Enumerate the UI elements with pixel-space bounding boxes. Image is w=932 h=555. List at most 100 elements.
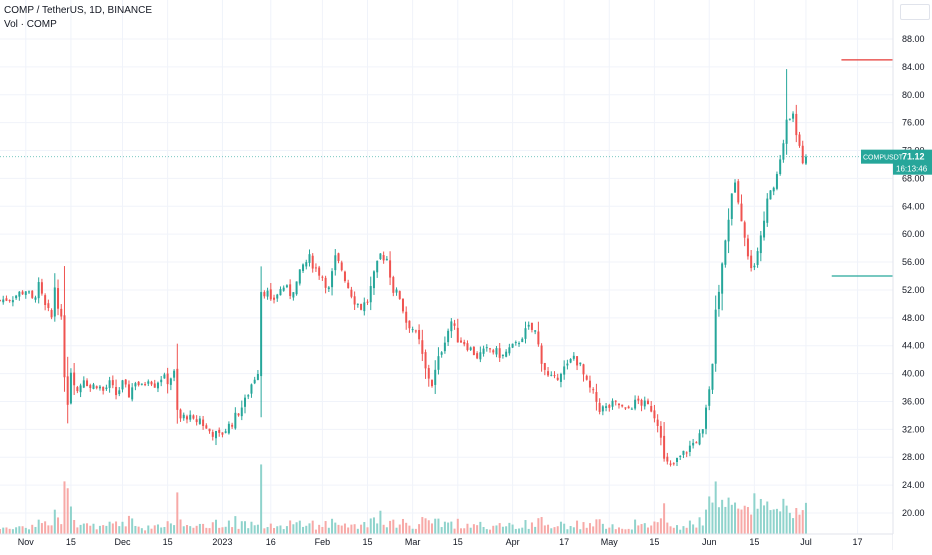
volume-bar	[792, 518, 795, 534]
volume-bar	[214, 519, 217, 534]
time-tick-label: Dec	[114, 537, 131, 547]
volume-bar	[153, 525, 156, 534]
volume-bar	[798, 514, 801, 534]
time-tick-label: Feb	[315, 537, 331, 547]
volume-bar	[98, 525, 101, 534]
candle-body	[205, 425, 208, 429]
volume-bar	[79, 524, 82, 534]
candle-body	[347, 282, 350, 289]
price-tick-label: 80.00	[902, 90, 925, 100]
volume-bar	[289, 520, 292, 534]
candle-body	[750, 255, 753, 269]
volume-bar	[711, 502, 714, 534]
candle-body	[463, 342, 466, 345]
volume-bar	[144, 530, 147, 534]
volume-bar	[37, 519, 40, 534]
candle-body	[173, 370, 176, 378]
volume-bar	[282, 529, 285, 534]
candle-body	[305, 262, 308, 267]
volume-bar	[753, 493, 756, 534]
volume-bar	[15, 527, 18, 534]
candle-body	[524, 328, 527, 339]
volume-bar	[279, 525, 282, 534]
candle-body	[592, 389, 595, 391]
volume-bar	[302, 526, 305, 534]
candle-body	[189, 414, 192, 420]
candle-body	[430, 380, 433, 387]
volume-bar	[182, 526, 185, 534]
price-tick-label: 88.00	[902, 34, 925, 44]
candle-body	[298, 269, 301, 284]
time-axis[interactable]: Nov 15 Dec 15 2023 16 Feb 15 Mar 15 Apr 17 May 15 Jun 1…	[0, 533, 893, 547]
price-axis[interactable]: 20.00 24.00 28.00 32.00 36.00 40.00 44.00 48.00…	[892, 0, 925, 550]
volume-bar	[0, 529, 1, 534]
candle-body	[5, 298, 8, 301]
volume-indicator-label[interactable]: Vol · COMP	[4, 19, 57, 30]
volume-bar	[750, 514, 753, 534]
candle-body	[485, 347, 488, 349]
candle-body	[775, 174, 778, 189]
volume-bar	[643, 523, 646, 534]
candle-body	[15, 295, 18, 299]
candle-body	[163, 374, 166, 379]
candle-body	[701, 429, 704, 434]
volume-bar	[740, 509, 743, 534]
volume-bar	[476, 525, 479, 534]
volume-bar	[111, 523, 114, 534]
volume-bar	[582, 522, 585, 534]
volume-bar	[485, 529, 488, 534]
volume-bar	[44, 521, 47, 534]
candle-body	[134, 383, 137, 387]
candle-body	[611, 400, 614, 407]
candle-body	[572, 355, 575, 359]
candle-body	[121, 380, 124, 390]
candle-body	[579, 362, 582, 365]
volume-bar	[676, 525, 679, 534]
volume-bar	[663, 503, 666, 534]
candle-body	[28, 291, 31, 293]
volume-bar	[414, 528, 417, 534]
candle-body	[92, 384, 95, 389]
candle-body	[111, 380, 114, 386]
candle-body	[763, 220, 766, 238]
volume-bar	[147, 525, 150, 534]
volume-bar	[334, 522, 337, 534]
volume-bar	[775, 508, 778, 534]
candle-body	[756, 251, 759, 265]
candle-body	[411, 329, 414, 331]
volume-bar	[353, 524, 356, 534]
candle-body	[679, 455, 682, 457]
candle-body	[147, 381, 150, 384]
candle-body	[273, 297, 276, 300]
candle-body	[282, 287, 285, 291]
volume-bar	[518, 528, 521, 534]
volume-bar	[115, 521, 118, 534]
volume-bar	[343, 523, 346, 534]
volume-bar	[682, 526, 685, 534]
candle-body	[311, 255, 314, 269]
candle-body	[195, 419, 198, 423]
volume-bar	[269, 523, 272, 534]
candle-body	[692, 442, 695, 446]
candle-body	[240, 407, 243, 417]
candle-body	[124, 379, 127, 385]
chart-settings-button[interactable]	[900, 4, 930, 20]
candle-body	[514, 342, 517, 344]
candle-body	[11, 300, 14, 303]
volume-bar	[102, 525, 105, 534]
volume-bar	[627, 528, 630, 534]
volume-bar	[427, 520, 430, 534]
volume-bar	[514, 528, 517, 534]
volume-bar	[324, 521, 327, 534]
symbol-title[interactable]: COMP / TetherUS, 1D, BINANCE	[4, 5, 153, 16]
candle-body	[66, 376, 69, 405]
volume-bar	[646, 527, 649, 534]
candle-body	[331, 271, 334, 288]
candle-body	[24, 291, 27, 295]
candle-body	[102, 386, 105, 391]
volume-bar	[788, 512, 791, 534]
candle-body	[460, 340, 463, 343]
volume-bar	[321, 526, 324, 534]
volume-bar	[150, 528, 153, 534]
